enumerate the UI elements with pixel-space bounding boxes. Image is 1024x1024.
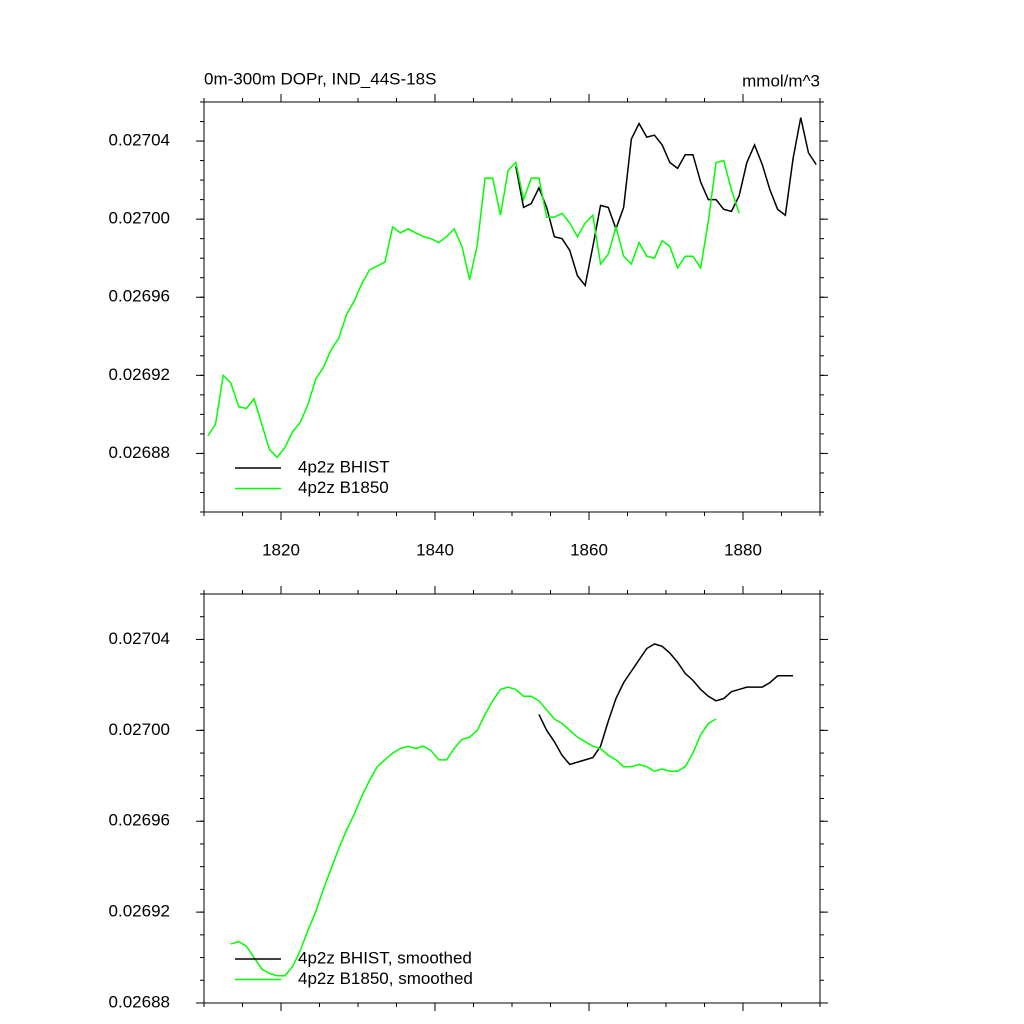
- series-line: [515, 117, 817, 288]
- y-tick-label: 0.02688: [109, 992, 170, 1011]
- units-label: mmol/m^3: [742, 71, 820, 90]
- legend-label: 4p2z BHIST: [298, 457, 390, 476]
- x-tick-label: 1840: [416, 540, 454, 559]
- panel: 0.02688 0.02692 0.02696 0.02700 0.02704 4p2z …: [109, 586, 828, 1011]
- y-tick-label: 0.02692: [109, 902, 170, 921]
- series-line: [207, 159, 740, 459]
- plot-frame: [203, 593, 821, 1004]
- y-tick-label: 0.02696: [109, 287, 170, 306]
- y-tick-label: 0.02688: [109, 443, 170, 462]
- series-line: [230, 686, 717, 977]
- legend-label: 4p2z B1850: [298, 478, 389, 497]
- y-tick-label: 0.02704: [109, 131, 170, 150]
- plot-frame: [203, 101, 821, 513]
- series-line: [538, 643, 794, 766]
- x-tick-label: 1880: [724, 540, 762, 559]
- chart-title: 0m-300m DOPr, IND_44S-18S: [204, 69, 436, 88]
- y-tick-label: 0.02700: [109, 209, 170, 228]
- x-tick-label: 1860: [570, 540, 608, 559]
- y-tick-label: 0.02704: [109, 629, 170, 648]
- legend-label: 4p2z B1850, smoothed: [298, 969, 473, 988]
- y-tick-label: 0.02700: [109, 720, 170, 739]
- x-tick-label: 1820: [262, 540, 300, 559]
- y-tick-label: 0.02692: [109, 365, 170, 384]
- legend-label: 4p2z BHIST, smoothed: [298, 948, 472, 967]
- panel: 0m-300m DOPr, IND_44S-18S mmol/m^3 1820 184…: [109, 69, 828, 559]
- y-tick-label: 0.02696: [109, 811, 170, 830]
